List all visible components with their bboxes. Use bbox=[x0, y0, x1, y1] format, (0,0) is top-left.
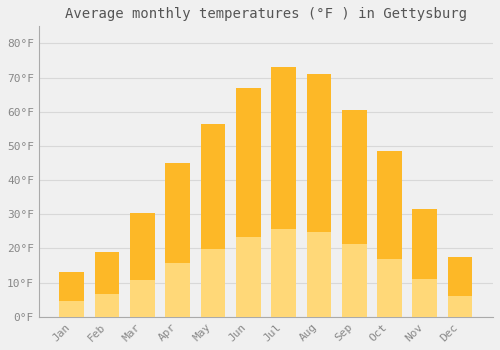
Bar bbox=[342, 244, 366, 317]
Bar bbox=[306, 74, 331, 232]
Bar bbox=[448, 257, 472, 296]
Bar bbox=[236, 237, 260, 317]
Bar bbox=[166, 263, 190, 317]
Bar bbox=[130, 212, 155, 280]
Bar bbox=[342, 110, 366, 244]
Title: Average monthly temperatures (°F ) in Gettysburg: Average monthly temperatures (°F ) in Ge… bbox=[65, 7, 467, 21]
Bar bbox=[306, 232, 331, 317]
Bar bbox=[200, 249, 226, 317]
Bar bbox=[130, 280, 155, 317]
Bar bbox=[271, 67, 296, 230]
Bar bbox=[200, 124, 226, 249]
Bar bbox=[377, 259, 402, 317]
Bar bbox=[166, 163, 190, 263]
Bar bbox=[60, 301, 84, 317]
Bar bbox=[377, 151, 402, 259]
Bar bbox=[94, 294, 120, 317]
Bar bbox=[60, 272, 84, 301]
Bar bbox=[448, 296, 472, 317]
Bar bbox=[412, 209, 437, 279]
Bar bbox=[236, 88, 260, 237]
Bar bbox=[412, 279, 437, 317]
Bar bbox=[271, 230, 296, 317]
Bar bbox=[94, 252, 120, 294]
